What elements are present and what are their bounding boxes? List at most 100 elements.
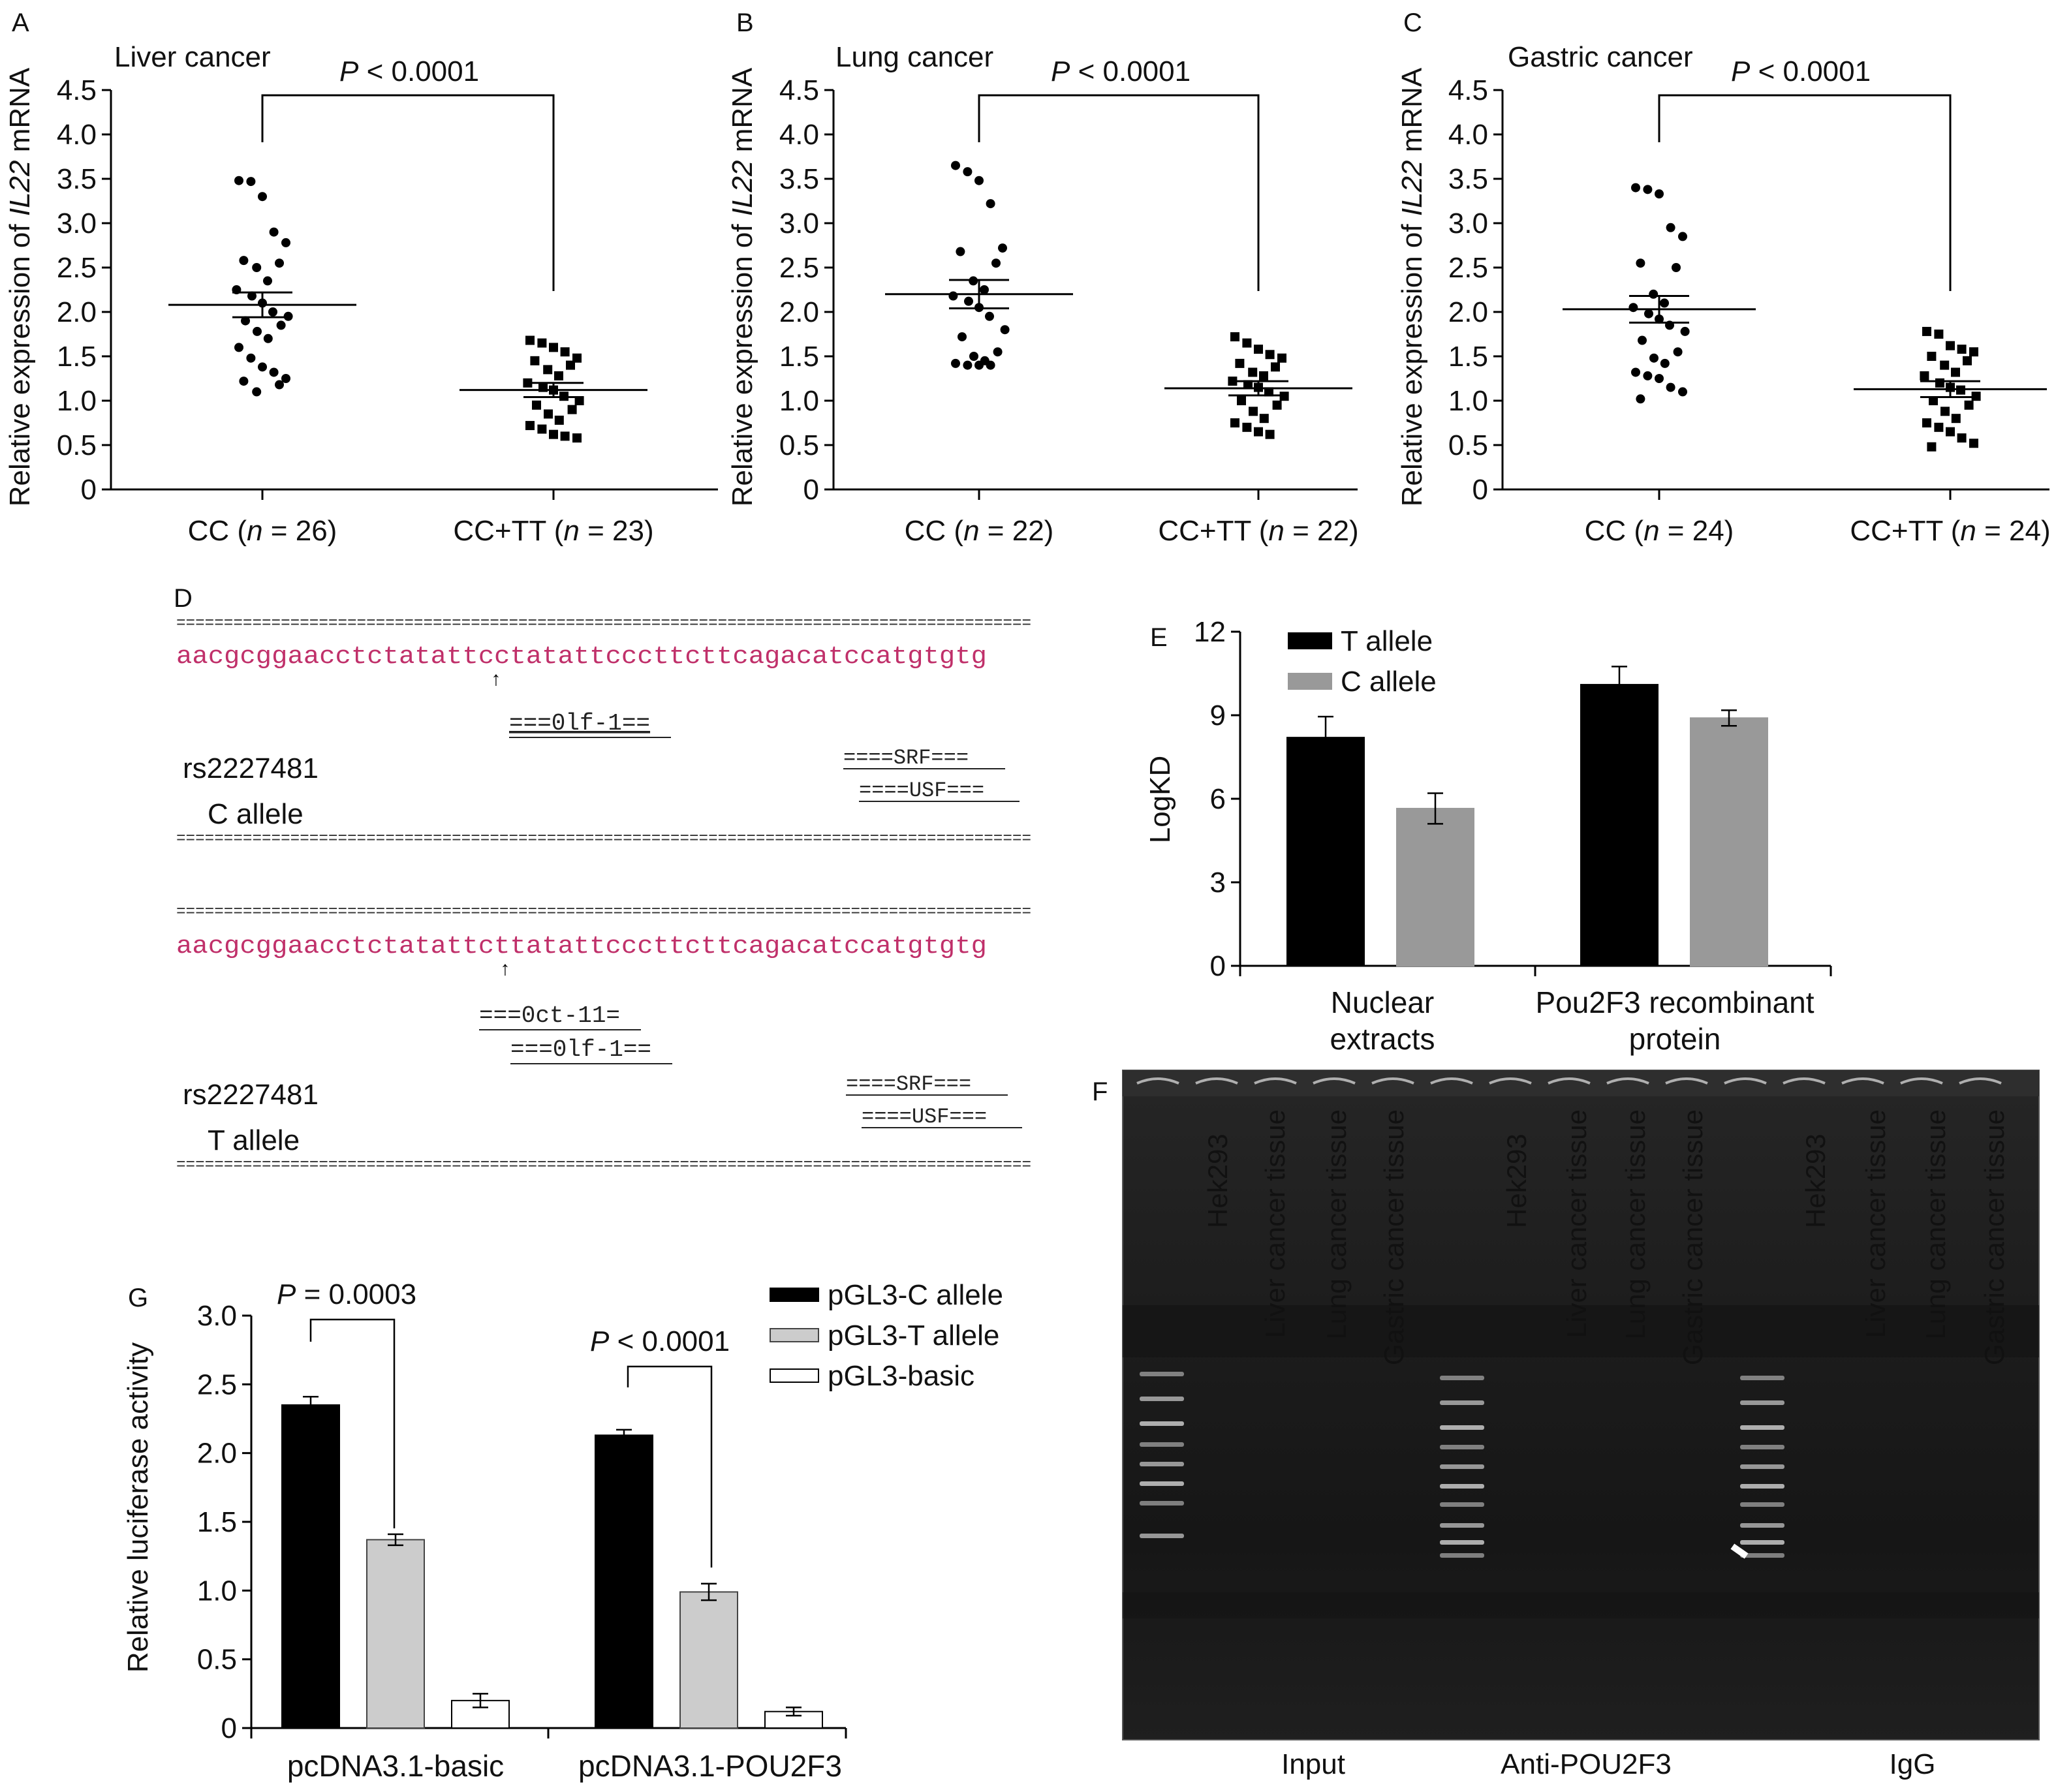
panel-a-y-tick-label: 4.0 — [57, 119, 97, 151]
data-point — [560, 431, 570, 441]
gel-lane-label: Gastric cancer tissue — [1378, 1109, 1409, 1365]
data-point — [268, 307, 277, 317]
bar — [281, 1404, 340, 1729]
data-point — [1969, 439, 1978, 448]
data-point — [537, 338, 547, 348]
panel-c-y-axis-label: Relative expression of IL22 mRNA — [1396, 67, 1428, 506]
data-point — [1678, 387, 1687, 397]
data-point — [234, 176, 243, 185]
panel-g-bars — [281, 1396, 823, 1729]
data-point — [543, 365, 553, 375]
gel-lane-label: Liver cancer tissue — [1860, 1109, 1891, 1338]
panel-e-category-label: Nuclear — [1331, 985, 1435, 1019]
gel-well — [1489, 1077, 1532, 1085]
data-point — [281, 374, 290, 383]
data-point — [1254, 345, 1263, 354]
ladder-band — [1140, 1442, 1184, 1447]
panel-c-x-label-cctt: CC+TT (n = 24) — [1850, 515, 2050, 547]
sequence-divider: ========================================… — [176, 1155, 1031, 1175]
data-point — [1666, 382, 1675, 392]
bar — [1690, 717, 1768, 967]
data-point — [525, 421, 535, 431]
panel-a-y-tick-label: 2.0 — [57, 296, 97, 328]
ladder-band — [1740, 1484, 1784, 1489]
data-point — [969, 352, 978, 361]
data-point — [1957, 345, 1967, 354]
panel-a-x-label-cctt: CC+TT (n = 23) — [453, 515, 653, 547]
panel-c-x-label-cc: CC (n = 24) — [1585, 515, 1734, 547]
panel-letter-g: G — [128, 1284, 148, 1312]
data-point — [1660, 298, 1669, 308]
panel-a-scatter — [168, 176, 647, 443]
panel-e-y-tick-label: 3 — [1210, 867, 1226, 899]
data-point — [1946, 341, 1955, 350]
data-point — [974, 176, 984, 185]
panel-e-y-tick-label: 12 — [1194, 616, 1226, 648]
gel-lane-label: Hek293 — [1800, 1134, 1831, 1228]
ladder-band — [1440, 1425, 1484, 1430]
data-point — [964, 296, 973, 306]
data-point — [1655, 189, 1664, 199]
panel-b-y-tick-label: 4.5 — [779, 74, 819, 106]
sequence-c-allele: aacgcggaacctctatattcctatattcccttcttcagac… — [176, 643, 987, 671]
ladder-band — [1740, 1540, 1784, 1545]
legend-swatch — [770, 1368, 819, 1383]
data-point — [246, 353, 256, 363]
panel-c-scatter — [1563, 183, 2047, 452]
data-point — [1277, 353, 1286, 363]
data-point — [1636, 258, 1645, 268]
tfbs-srf: ====SRF=== — [843, 746, 969, 770]
panel-c-y-tick-label: 3.5 — [1448, 163, 1488, 195]
panel-b-y-axis-label: Relative expression of IL22 mRNA — [726, 67, 758, 506]
panel-c-y-tick-label: 0.5 — [1448, 429, 1488, 461]
tfbs-oct-11: ===0ct-11= — [479, 1002, 620, 1029]
data-point — [1680, 326, 1690, 336]
panel-b: B Lung cancer P < 0.0001 Relative expres… — [726, 8, 1359, 547]
data-point — [1649, 289, 1659, 299]
data-point — [549, 343, 558, 352]
legend-label: pGL3-basic — [828, 1360, 974, 1392]
panel-e-bars — [1286, 666, 1768, 967]
panel-c-y-tick-label: 2.0 — [1448, 296, 1488, 328]
panel-letter-c: C — [1403, 8, 1422, 37]
ladder-band — [1740, 1425, 1784, 1430]
gel-lane-label: Lung cancer tissue — [1920, 1109, 1951, 1340]
panel-g-y-tick-label: 0.5 — [197, 1644, 237, 1676]
data-point — [544, 409, 553, 419]
data-point — [991, 258, 1001, 268]
data-point — [1940, 360, 1950, 370]
tfbs-olf-1: ===0lf-1== — [510, 1036, 651, 1063]
panel-g-y-tick-label: 1.5 — [197, 1506, 237, 1538]
panel-c-y-tick-label: 4.5 — [1448, 74, 1488, 106]
bar — [679, 1591, 738, 1729]
snp-arrow: ↑ — [499, 959, 511, 981]
data-point — [1957, 433, 1967, 443]
ladder-band — [1440, 1445, 1484, 1449]
data-point — [1254, 427, 1263, 437]
sequence-divider: ========================================… — [176, 902, 1031, 921]
data-point — [574, 396, 584, 405]
panel-a-x-label-cc: CC (n = 26) — [188, 515, 337, 547]
panel-b-x-label-cc: CC (n = 22) — [905, 515, 1054, 547]
gel-well — [1900, 1077, 1943, 1085]
snp-id: rs2227481 — [183, 752, 319, 784]
data-point — [1922, 418, 1931, 427]
data-point — [253, 326, 262, 336]
data-point — [572, 433, 582, 443]
panel-e-category-label: protein — [1629, 1022, 1721, 1056]
gel-ladders — [1140, 1372, 1784, 1559]
panel-a: A Liver cancer P < 0.0001 Relative expre… — [4, 8, 718, 547]
panel-letter-b: B — [736, 8, 754, 37]
panel-a-y-tick-label: 1.0 — [57, 385, 97, 417]
data-point — [956, 247, 965, 256]
data-point — [1934, 330, 1944, 339]
data-point — [1243, 380, 1253, 390]
ladder-band — [1740, 1523, 1784, 1528]
data-point — [951, 161, 960, 170]
ladder-band — [1140, 1372, 1184, 1376]
data-point — [549, 429, 558, 439]
gel-lane-label: Liver cancer tissue — [1260, 1109, 1290, 1338]
data-point — [1929, 396, 1938, 405]
